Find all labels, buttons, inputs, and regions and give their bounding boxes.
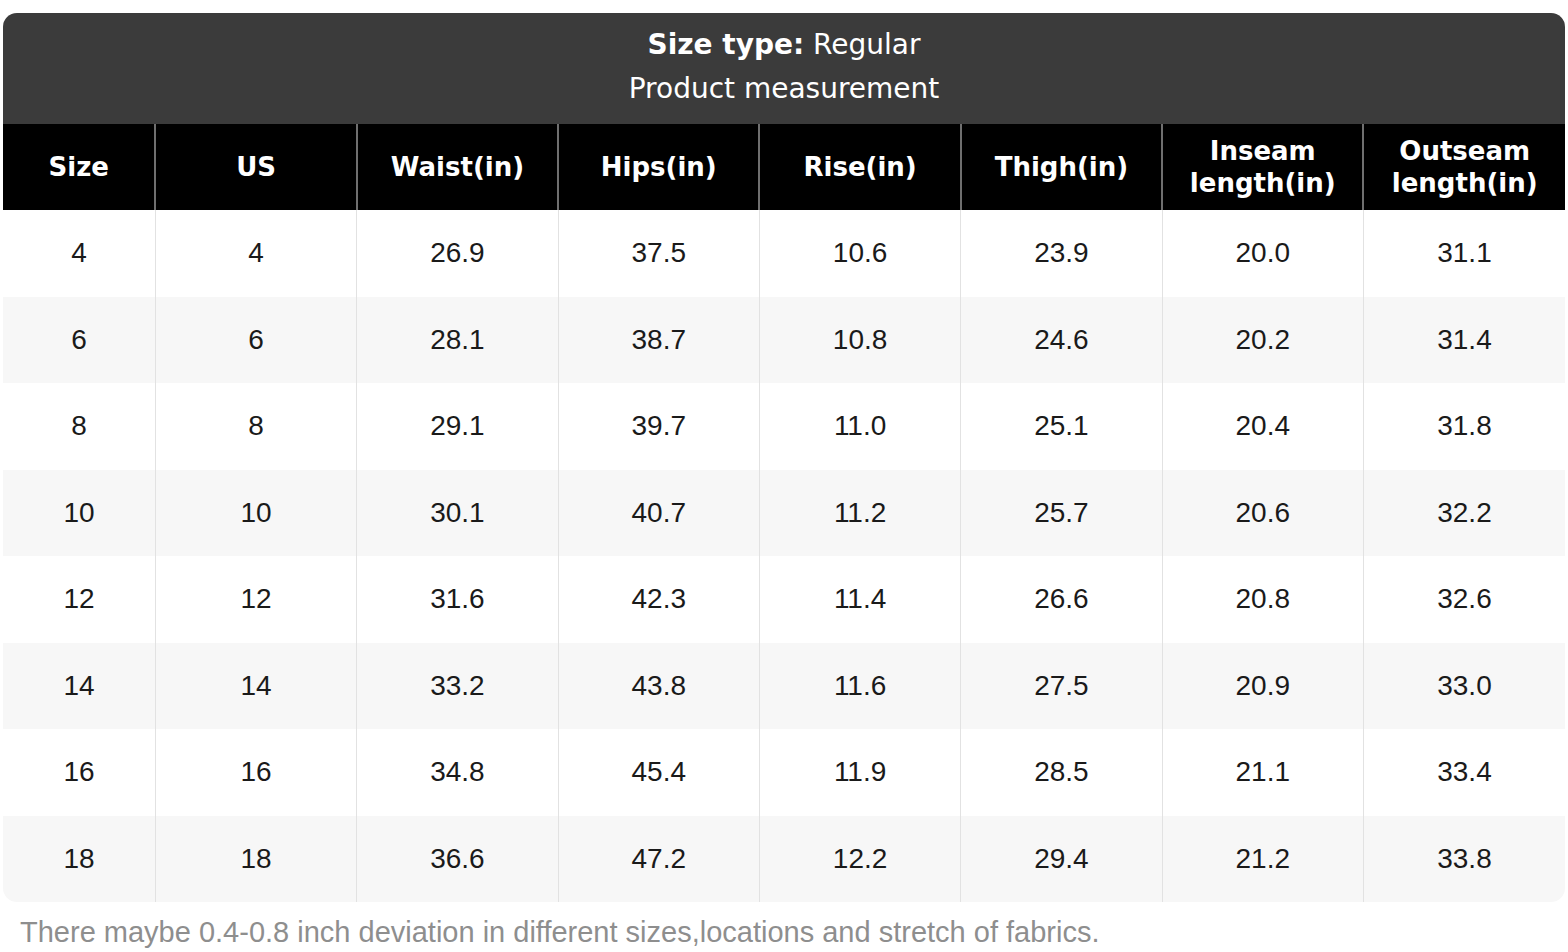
size-chart-panel: Size type: Regular Product measurement S… (3, 13, 1565, 902)
table-cell: 10.6 (759, 210, 960, 297)
table-cell: 10.8 (759, 297, 960, 384)
table-cell: 43.8 (558, 643, 759, 730)
table-cell: 16 (155, 729, 356, 816)
table-cell: 33.4 (1363, 729, 1565, 816)
table-cell: 25.7 (961, 470, 1162, 557)
table-cell: 4 (155, 210, 356, 297)
table-cell: 31.1 (1363, 210, 1565, 297)
table-cell: 47.2 (558, 816, 759, 903)
table-cell: 8 (155, 383, 356, 470)
table-cell: 4 (3, 210, 155, 297)
table-row: 141433.243.811.627.520.933.0 (3, 643, 1565, 730)
column-header: Outseam length(in) (1363, 124, 1565, 210)
table-cell: 27.5 (961, 643, 1162, 730)
table-row: 6628.138.710.824.620.231.4 (3, 297, 1565, 384)
table-cell: 11.4 (759, 556, 960, 643)
column-header: Rise(in) (759, 124, 960, 210)
header-row: SizeUSWaist(in)Hips(in)Rise(in)Thigh(in)… (3, 124, 1565, 210)
table-cell: 18 (3, 816, 155, 903)
column-header: Size (3, 124, 155, 210)
table-row: 4426.937.510.623.920.031.1 (3, 210, 1565, 297)
column-header: Hips(in) (558, 124, 759, 210)
table-cell: 39.7 (558, 383, 759, 470)
table-row: 101030.140.711.225.720.632.2 (3, 470, 1565, 557)
table-cell: 10 (155, 470, 356, 557)
table-cell: 36.6 (357, 816, 558, 903)
table-cell: 28.5 (961, 729, 1162, 816)
table-caption: Size type: Regular Product measurement (3, 13, 1565, 124)
table-cell: 33.0 (1363, 643, 1565, 730)
table-cell: 38.7 (558, 297, 759, 384)
table-cell: 6 (155, 297, 356, 384)
column-header: Waist(in) (357, 124, 558, 210)
table-cell: 20.9 (1162, 643, 1363, 730)
table-cell: 24.6 (961, 297, 1162, 384)
table-cell: 23.9 (961, 210, 1162, 297)
table-row: 161634.845.411.928.521.133.4 (3, 729, 1565, 816)
table-cell: 20.8 (1162, 556, 1363, 643)
table-cell: 12 (155, 556, 356, 643)
table-cell: 21.1 (1162, 729, 1363, 816)
table-cell: 31.6 (357, 556, 558, 643)
column-header: Inseam length(in) (1162, 124, 1363, 210)
table-cell: 20.2 (1162, 297, 1363, 384)
table-cell: 8 (3, 383, 155, 470)
table-cell: 31.4 (1363, 297, 1565, 384)
size-type-label: Size type: (648, 28, 805, 61)
column-header: US (155, 124, 356, 210)
deviation-footnote: There maybe 0.4-0.8 inch deviation in di… (20, 916, 1568, 949)
table-cell: 21.2 (1162, 816, 1363, 903)
size-type-value: Regular (804, 28, 920, 61)
table-cell: 25.1 (961, 383, 1162, 470)
table-cell: 26.6 (961, 556, 1162, 643)
table-row: 121231.642.311.426.620.832.6 (3, 556, 1565, 643)
table-cell: 32.2 (1363, 470, 1565, 557)
table-cell: 29.4 (961, 816, 1162, 903)
table-row: 8829.139.711.025.120.431.8 (3, 383, 1565, 470)
table-cell: 28.1 (357, 297, 558, 384)
table-body: 4426.937.510.623.920.031.16628.138.710.8… (3, 210, 1565, 902)
size-type-line: Size type: Regular (3, 23, 1565, 67)
table-cell: 11.9 (759, 729, 960, 816)
table-cell: 26.9 (357, 210, 558, 297)
table-cell: 30.1 (357, 470, 558, 557)
table-title: Product measurement (3, 67, 1565, 111)
table-cell: 34.8 (357, 729, 558, 816)
table-cell: 11.6 (759, 643, 960, 730)
table-cell: 20.6 (1162, 470, 1363, 557)
table-cell: 32.6 (1363, 556, 1565, 643)
table-cell: 14 (3, 643, 155, 730)
table-cell: 29.1 (357, 383, 558, 470)
table-cell: 10 (3, 470, 155, 557)
table-row: 181836.647.212.229.421.233.8 (3, 816, 1565, 903)
column-header: Thigh(in) (961, 124, 1162, 210)
table-cell: 40.7 (558, 470, 759, 557)
table-cell: 14 (155, 643, 356, 730)
table-cell: 33.2 (357, 643, 558, 730)
table-cell: 12.2 (759, 816, 960, 903)
table-cell: 20.4 (1162, 383, 1363, 470)
table-cell: 45.4 (558, 729, 759, 816)
table-cell: 31.8 (1363, 383, 1565, 470)
table-cell: 37.5 (558, 210, 759, 297)
table-cell: 11.2 (759, 470, 960, 557)
table-cell: 11.0 (759, 383, 960, 470)
table-cell: 18 (155, 816, 356, 903)
table-cell: 12 (3, 556, 155, 643)
table-cell: 33.8 (1363, 816, 1565, 903)
table-cell: 20.0 (1162, 210, 1363, 297)
table-cell: 42.3 (558, 556, 759, 643)
table-cell: 6 (3, 297, 155, 384)
size-chart-table: SizeUSWaist(in)Hips(in)Rise(in)Thigh(in)… (3, 124, 1565, 902)
table-cell: 16 (3, 729, 155, 816)
